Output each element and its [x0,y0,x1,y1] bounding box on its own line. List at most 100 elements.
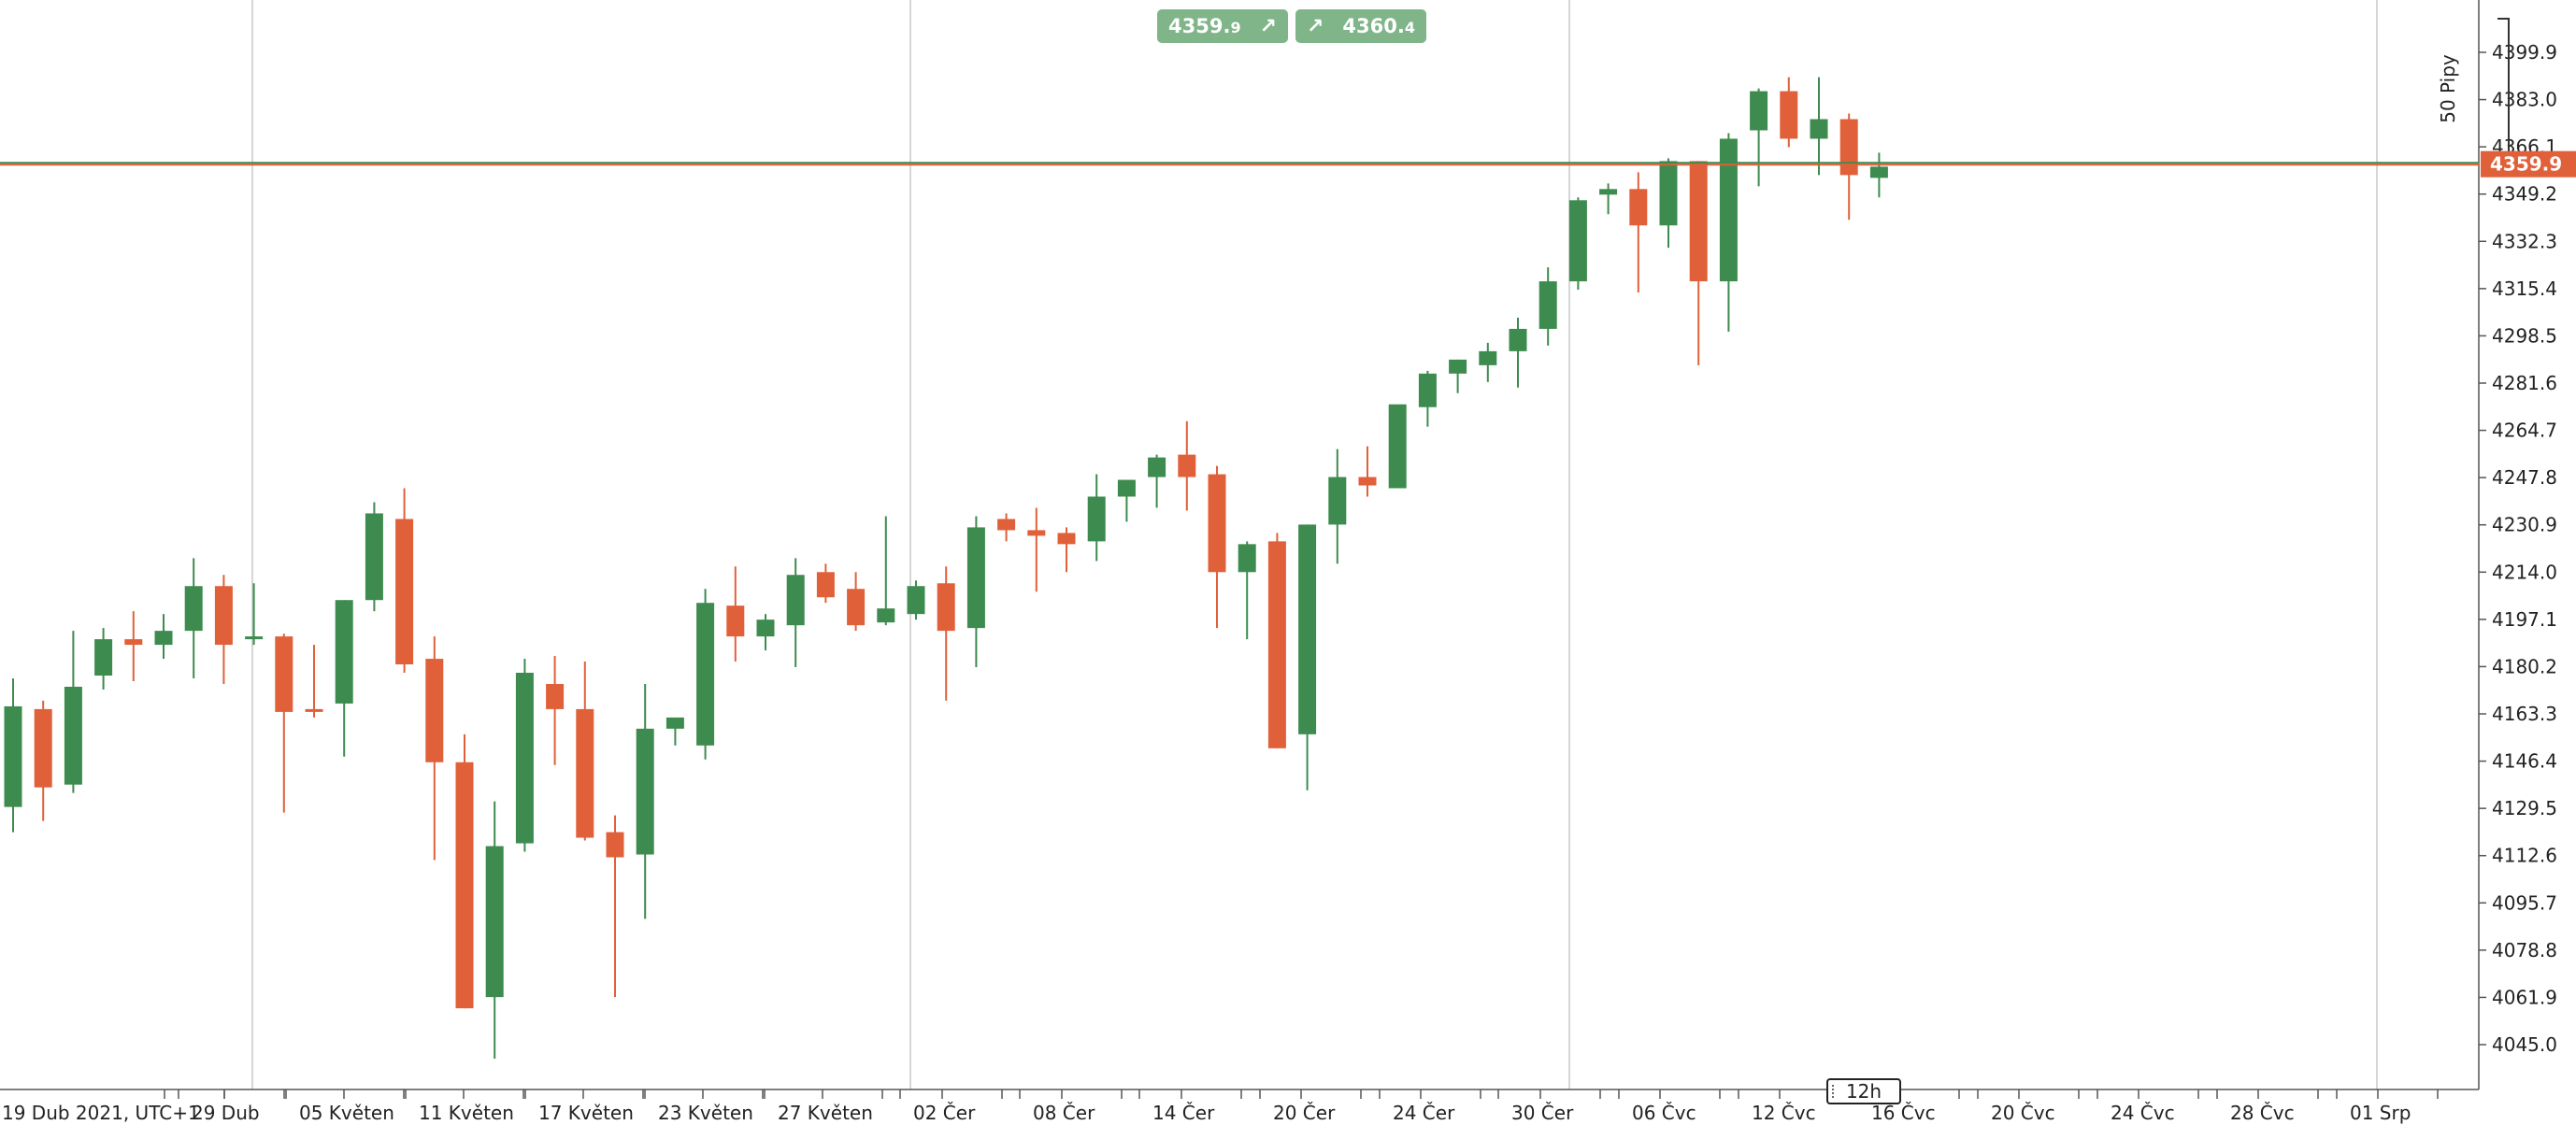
arrow-up-right-icon: ↗ [1307,14,1324,38]
y-tick-label: 4281.6 [2492,372,2557,394]
candle-bearish[interactable] [606,832,624,858]
candle-bullish[interactable] [515,673,534,844]
y-tick-label: 4247.8 [2492,466,2557,489]
x-tick-label: 17 Květen [538,1102,634,1124]
candle-bullish[interactable] [907,586,925,615]
candle-bearish[interactable] [425,659,444,762]
candle-bullish[interactable] [335,600,353,704]
candle-bullish[interactable] [1538,281,1557,329]
x-tick-label: 02 Čer [913,1102,976,1124]
x-tick-label: 29 Dub [192,1102,260,1124]
candle-bearish[interactable] [1839,119,1858,176]
candle-bullish[interactable] [1087,496,1106,542]
arrow-up-right-icon: ↗ [1259,14,1277,38]
x-tick-label: 24 Čer [1393,1102,1455,1124]
candle-bearish[interactable] [1780,91,1798,139]
candle-bearish[interactable] [1208,474,1226,573]
candle-bearish[interactable] [726,605,745,637]
candle-bearish[interactable] [1027,530,1046,536]
y-tick-label: 4399.9 [2492,41,2557,64]
y-tick-label: 4298.5 [2492,324,2557,347]
candle-bearish[interactable] [546,683,565,709]
x-tick-label: 08 Čer [1033,1102,1095,1124]
candle-bullish[interactable] [1719,138,1738,282]
x-tick-label: 06 Čvc [1632,1102,1696,1124]
candle-bullish[interactable] [1298,524,1317,734]
candle-bullish[interactable] [1479,350,1497,365]
x-tick-label: 14 Čer [1152,1102,1215,1124]
candle-bullish[interactable] [1418,373,1437,407]
drag-handle-icon[interactable] [1832,1085,1841,1098]
x-tick-label: 24 Čvc [2111,1102,2175,1124]
y-tick-label: 4332.3 [2492,230,2557,252]
candle-bullish[interactable] [245,636,264,640]
candle-bullish[interactable] [365,513,383,601]
candle-bullish[interactable] [1238,544,1256,573]
x-tick-label: 27 Květen [778,1102,873,1124]
candle-bearish[interactable] [847,589,866,626]
timeframe-selector[interactable]: 12h [1826,1078,1901,1104]
candle-bullish[interactable] [1568,200,1587,282]
candle-bullish[interactable] [485,846,504,998]
candle-bullish[interactable] [154,631,173,646]
candle-bearish[interactable] [997,519,1016,531]
candle-bullish[interactable] [1659,161,1678,226]
candle-bullish[interactable] [1148,457,1166,477]
candle-bullish[interactable] [1599,189,1618,195]
candle-bearish[interactable] [1267,541,1286,748]
candle-bearish[interactable] [214,586,233,646]
candle-bearish[interactable] [305,708,323,712]
candle-bullish[interactable] [877,608,895,623]
candle-bearish[interactable] [576,708,594,838]
y-tick-label: 4230.9 [2492,514,2557,536]
y-tick-label: 4349.2 [2492,183,2557,206]
timeframe-label: 12h [1845,1080,1882,1103]
candle-bearish[interactable] [124,639,143,646]
candle-bullish[interactable] [966,527,985,629]
x-tick-label: 11 Květen [419,1102,514,1124]
candle-bullish[interactable] [756,619,775,637]
bid-price: 4359.9 [1168,15,1241,37]
candle-bearish[interactable] [395,519,414,665]
current-price-badge-text: 4359.9 [2490,153,2562,176]
x-tick-label: 20 Čvc [1991,1102,2055,1124]
candle-bullish[interactable] [1328,477,1347,525]
current-price-badge [2481,150,2576,178]
candle-bullish[interactable] [1810,119,1828,139]
candle-bearish[interactable] [1689,161,1708,282]
candle-bearish[interactable] [1178,454,1196,477]
y-tick-label: 4061.9 [2492,986,2557,1008]
candle-bearish[interactable] [1057,533,1076,545]
candle-bullish[interactable] [1509,328,1527,351]
ask-quote-button[interactable]: ↗ 4360.4 [1295,9,1426,43]
candle-bullish[interactable] [64,686,82,785]
candle-bullish[interactable] [94,639,113,676]
candle-bullish[interactable] [4,705,22,807]
x-tick-label: 01 Srp [2350,1102,2411,1124]
y-tick-label: 4078.8 [2492,939,2557,961]
bid-quote-button[interactable]: 4359.9 ↗ [1157,9,1288,43]
candle-bullish[interactable] [1869,166,1888,178]
y-tick-label: 4146.4 [2492,750,2557,773]
candle-bullish[interactable] [636,728,654,855]
candle-bullish[interactable] [1750,91,1768,131]
y-tick-label: 4315.4 [2492,278,2557,300]
x-tick-label: 16 Čvc [1871,1102,1936,1124]
x-tick-label: 30 Čer [1511,1102,1574,1124]
y-tick-label: 4197.1 [2492,608,2557,631]
candle-bullish[interactable] [184,586,203,632]
candle-bullish[interactable] [1117,479,1136,497]
candle-bullish[interactable] [786,575,805,626]
candle-bearish[interactable] [455,762,474,1009]
candle-bullish[interactable] [1388,404,1407,489]
candle-bearish[interactable] [816,572,835,598]
candle-bullish[interactable] [696,603,715,746]
candle-bearish[interactable] [1358,477,1377,486]
candle-bearish[interactable] [34,708,52,788]
candle-bullish[interactable] [1449,359,1467,374]
candle-bearish[interactable] [1629,189,1648,226]
candle-bearish[interactable] [275,636,293,712]
candle-bearish[interactable] [937,583,955,632]
candle-bullish[interactable] [665,717,684,729]
